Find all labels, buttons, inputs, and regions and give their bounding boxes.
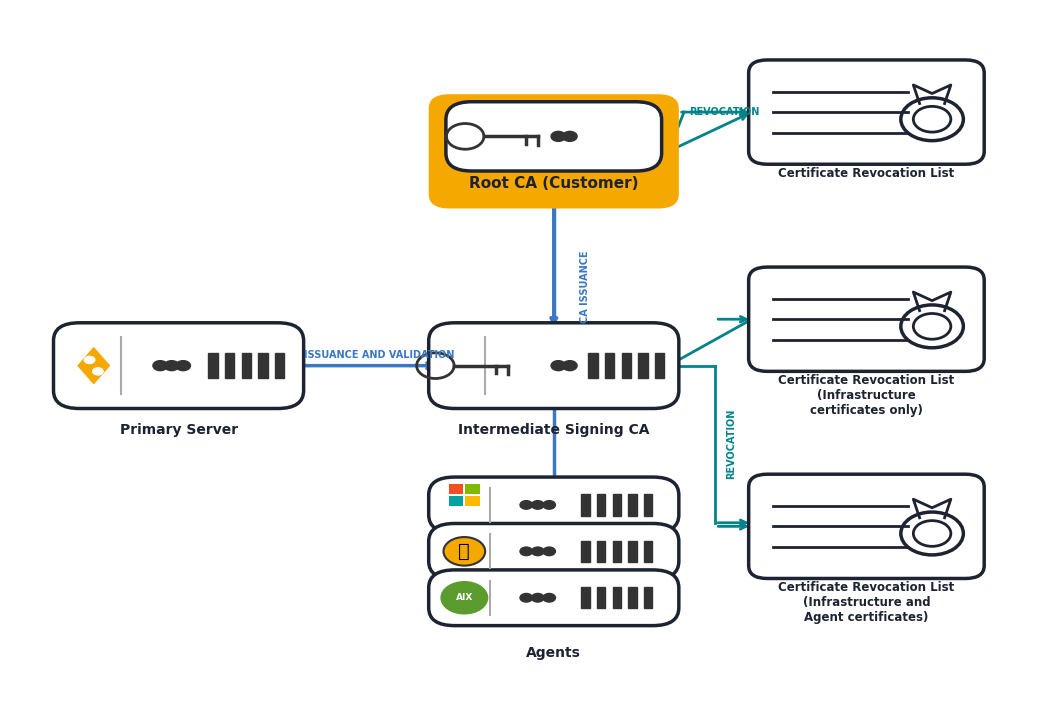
Text: AIX: AIX [456,593,473,602]
Text: Certificate Revocation List: Certificate Revocation List [779,167,954,180]
FancyBboxPatch shape [748,267,984,371]
Circle shape [532,594,544,602]
Circle shape [520,547,533,556]
Bar [655,353,665,379]
Bar [448,495,463,505]
Circle shape [85,356,95,364]
Bar [275,353,284,379]
Circle shape [520,500,533,509]
Text: Agents: Agents [527,646,581,660]
Circle shape [520,594,533,602]
Bar [597,541,605,562]
Bar [644,587,652,609]
Circle shape [93,368,103,375]
FancyBboxPatch shape [428,323,679,409]
Bar [581,587,589,609]
Circle shape [443,537,485,566]
Bar [597,587,605,609]
Circle shape [562,361,577,371]
Bar [581,541,589,562]
Circle shape [543,594,556,602]
FancyBboxPatch shape [748,474,984,579]
Bar [644,494,652,516]
Bar [241,353,251,379]
Text: Intermediate Signing CA: Intermediate Signing CA [458,423,650,437]
Circle shape [551,361,565,371]
Bar [605,353,614,379]
Bar [581,494,589,516]
Text: CA ISSUANCE: CA ISSUANCE [580,251,589,323]
Circle shape [532,547,544,556]
FancyBboxPatch shape [53,323,304,409]
Bar [597,494,605,516]
Circle shape [532,500,544,509]
FancyBboxPatch shape [748,60,984,164]
Bar [628,541,636,562]
Bar [465,484,480,494]
Bar [208,353,217,379]
Text: REVOCATION: REVOCATION [690,107,760,117]
Bar [638,353,648,379]
Text: 🐧: 🐧 [459,542,470,561]
Text: Primary Server: Primary Server [119,423,237,437]
FancyBboxPatch shape [428,523,679,579]
Bar [628,494,636,516]
Bar [612,587,621,609]
Bar [622,353,631,379]
Bar [644,541,652,562]
Bar [612,494,621,516]
Bar [628,587,636,609]
Bar [612,541,621,562]
Circle shape [441,582,487,614]
Text: Root CA (Customer): Root CA (Customer) [469,176,638,191]
Bar [448,484,463,494]
FancyBboxPatch shape [428,94,679,209]
Circle shape [164,361,179,371]
Bar [588,353,598,379]
FancyBboxPatch shape [428,477,679,533]
Text: Certificate Revocation List
(Infrastructure
certificates only): Certificate Revocation List (Infrastruct… [779,374,954,417]
Circle shape [543,547,556,556]
Bar [225,353,234,379]
Text: ISSUANCE AND VALIDATION: ISSUANCE AND VALIDATION [304,350,454,360]
Circle shape [543,500,556,509]
Text: REVOCATION: REVOCATION [725,409,736,480]
FancyBboxPatch shape [446,102,661,171]
FancyBboxPatch shape [428,570,679,626]
Bar [465,495,480,505]
Circle shape [176,361,190,371]
Circle shape [153,361,167,371]
Text: Certificate Revocation List
(Infrastructure and
Agent certificates): Certificate Revocation List (Infrastruct… [779,581,954,625]
Polygon shape [78,348,110,384]
Circle shape [551,131,565,141]
Circle shape [562,131,577,141]
Bar [258,353,268,379]
